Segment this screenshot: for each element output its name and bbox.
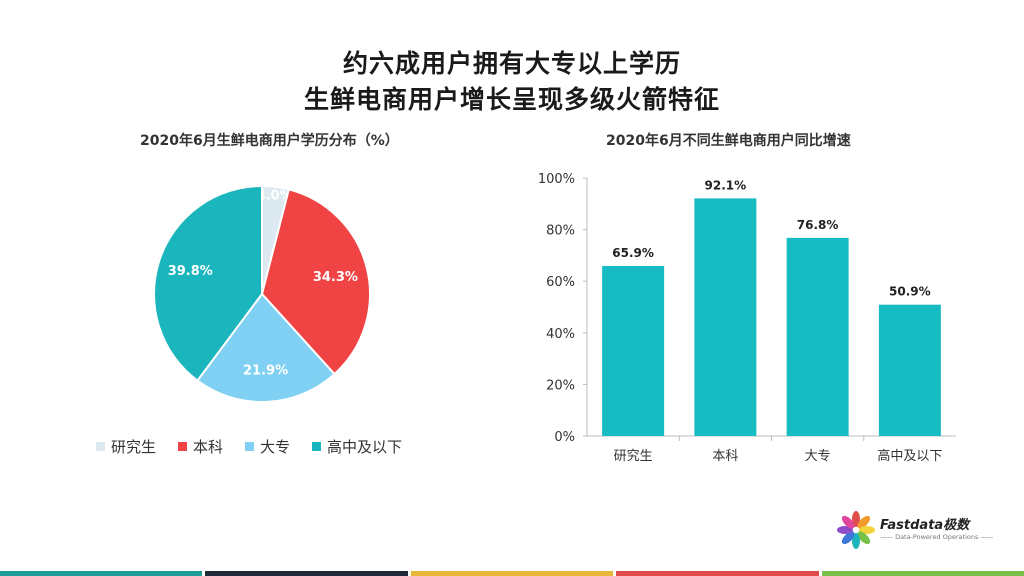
bar-2: [786, 237, 849, 436]
bar-3: [878, 304, 941, 436]
y-tick-label: 80%: [546, 224, 575, 239]
pie-slice-label-2: 21.9%: [243, 364, 288, 379]
legend-item-2: 大专: [245, 436, 290, 457]
logo-name: Fastdata极数: [880, 518, 970, 533]
pie-slice-label-3: 39.8%: [168, 264, 213, 279]
bottom-bar-segment: [205, 571, 408, 576]
pie-legend: 研究生 本科 大专 高中及以下: [96, 436, 402, 457]
pie-slice-2: [196, 292, 336, 403]
legend-item-0: 研究生: [96, 436, 156, 457]
y-tick-label: 60%: [546, 275, 575, 290]
bar-0: [602, 265, 665, 436]
pie-slice-1: [260, 188, 371, 376]
y-tick-label: 0%: [554, 430, 575, 445]
legend-swatch: [96, 442, 105, 451]
legend-item-1: 本科: [178, 436, 223, 457]
pie-slice-0: [261, 184, 291, 295]
bottom-bar-segment: [410, 571, 614, 576]
legend-swatch: [245, 442, 255, 451]
x-tick-label: 高中及以下: [877, 448, 942, 464]
legend-label: 本科: [193, 438, 224, 456]
x-tick-label: 大专: [805, 449, 831, 464]
bottom-color-bar: [0, 571, 1024, 576]
bar-value-label: 65.9%: [612, 246, 654, 260]
bar-value-label: 76.8%: [797, 218, 839, 232]
x-tick-label: 研究生: [614, 449, 653, 464]
bar-chart-title: 2020年6月不同生鲜电商用户同比增速: [606, 133, 851, 149]
pie-slice-label-0: 4.0%: [257, 188, 293, 203]
bottom-bar-segment: [616, 571, 819, 576]
bar-value-label: 92.1%: [705, 178, 747, 192]
legend-label: 大专: [260, 438, 291, 456]
bottom-bar-segment: [0, 571, 203, 576]
pie-slice-3: [153, 184, 263, 382]
y-tick-label: 20%: [546, 378, 575, 393]
pie-slice-label-1: 34.3%: [313, 270, 358, 285]
y-tick-label: 100%: [538, 172, 575, 187]
legend-swatch: [178, 442, 188, 451]
legend-label: 高中及以下: [327, 438, 403, 456]
page-title-line1: 约六成用户拥有大专以上学历: [342, 49, 681, 78]
y-tick-label: 40%: [546, 327, 575, 342]
legend-label: 研究生: [111, 438, 157, 456]
flower-logo-icon: [837, 511, 875, 549]
legend-item-3: 高中及以下: [312, 436, 402, 457]
x-tick-label: 本科: [712, 449, 738, 464]
legend-swatch: [312, 442, 322, 451]
page-title-line2: 生鲜电商用户增长呈现多级火箭特征: [303, 85, 720, 114]
bar-1: [694, 198, 757, 436]
fastdata-logo: Fastdata极数 —— Data-Powered Operations ——: [836, 510, 993, 550]
pie-chart-title: 2020年6月生鲜电商用户学历分布（%）: [140, 133, 399, 149]
logo-tagline: —— Data-Powered Operations ——: [880, 533, 994, 541]
bar-value-label: 50.9%: [889, 285, 931, 299]
bottom-bar-segment: [821, 571, 1024, 576]
